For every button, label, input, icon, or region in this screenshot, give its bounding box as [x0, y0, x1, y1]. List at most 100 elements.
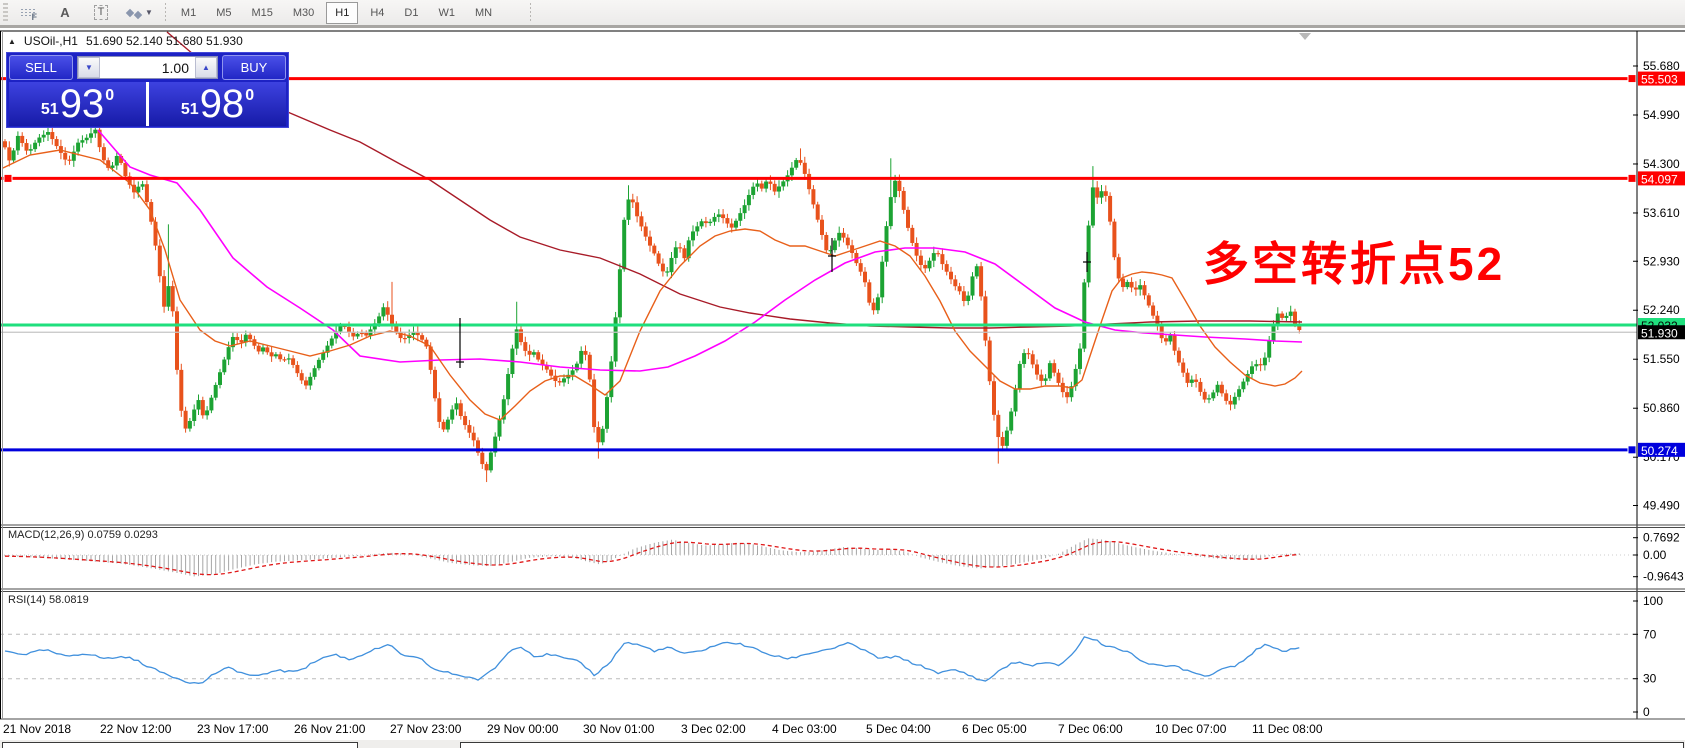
- timeframe-button-M1[interactable]: M1: [180, 6, 197, 19]
- macd-pane: [0, 538, 1637, 577]
- text-label-icon: A: [60, 5, 70, 20]
- pane-borders: [0, 30, 1685, 720]
- bid-price-badge: 51.930: [1641, 326, 1678, 340]
- text-tool-button[interactable]: T: [84, 1, 118, 24]
- date-label: 30 Nov 01:00: [583, 722, 655, 736]
- sell-price-button[interactable]: 51 93 0: [9, 82, 146, 126]
- chevron-down-icon: ▼: [145, 8, 153, 17]
- bottom-strip: [0, 740, 1685, 748]
- timeframe-group: M1 M5 M15 M30 H1 H4 D1 W1 MN: [171, 1, 502, 24]
- date-label: 26 Nov 21:00: [294, 722, 366, 736]
- toolbar-separator: [164, 2, 166, 23]
- docked-window-edge: [460, 742, 1684, 748]
- price-axis: 55.680 54.990 54.300 53.610 52.930 52.240 51.5…: [1633, 31, 1685, 719]
- chart-shift-marker[interactable]: [1299, 33, 1311, 40]
- fibonacci-icon: F: [21, 6, 37, 22]
- volume-input[interactable]: [100, 57, 195, 78]
- rsi-tick-label: 70: [1643, 627, 1657, 641]
- toolbar-grip[interactable]: [3, 2, 8, 23]
- rsi-tick-label: 30: [1643, 672, 1657, 686]
- rsi-tick-label: 100: [1643, 594, 1663, 608]
- ohlc-values: 51.690 52.140 51.680 51.930: [85, 34, 243, 48]
- timeframe-button-M30[interactable]: M30: [292, 6, 315, 19]
- macd-tick-label: 0.7692: [1643, 531, 1680, 545]
- level-lines: [0, 74, 1637, 455]
- rsi-pane: [0, 633, 1637, 684]
- arrow-object-icon: [133, 10, 143, 20]
- price-tick-label: 49.490: [1643, 498, 1680, 512]
- rsi-tick-label: 0: [1643, 705, 1650, 719]
- text-icon: T: [93, 5, 109, 20]
- price-tick-label: 52.930: [1643, 254, 1680, 268]
- volume-increase-button[interactable]: ▲: [195, 57, 217, 78]
- timeframe-button-D1[interactable]: D1: [404, 6, 419, 19]
- fibonacci-tool-button[interactable]: F: [12, 1, 46, 24]
- timeframe-button-H4[interactable]: H4: [370, 6, 385, 19]
- date-label: 22 Nov 12:00: [100, 722, 172, 736]
- date-label: 29 Nov 00:00: [487, 722, 559, 736]
- sell-price-big: 93: [59, 82, 105, 126]
- sell-button[interactable]: SELL: [9, 55, 73, 80]
- docked-window-edge: [2, 742, 358, 748]
- level-badge-50.274: 50.274: [1641, 444, 1678, 458]
- price-tick-label: 53.610: [1643, 206, 1680, 220]
- price-tick-label: 52.240: [1643, 303, 1680, 317]
- toolbar-separator: [530, 2, 532, 23]
- sell-price-prefix: 51: [40, 101, 59, 118]
- date-label: 21 Nov 2018: [3, 722, 71, 736]
- timeframe-button-H1[interactable]: H1: [326, 1, 359, 24]
- candlestick-series: [3, 124, 1302, 483]
- buy-button[interactable]: BUY: [222, 55, 286, 80]
- timeframe-button-M5[interactable]: M5: [216, 6, 232, 19]
- ma-mid: [97, 129, 1303, 372]
- timeframe-button-W1[interactable]: W1: [438, 6, 455, 19]
- date-label: 3 Dec 02:00: [681, 722, 746, 736]
- symbol-title: USOil-,H1: [23, 34, 78, 48]
- buy-price-prefix: 51: [180, 101, 199, 118]
- price-tick-label: 54.300: [1643, 157, 1680, 171]
- date-label: 6 Dec 05:00: [962, 722, 1027, 736]
- volume-decrease-button[interactable]: ▼: [78, 57, 100, 78]
- text-label-tool-button[interactable]: A: [48, 1, 82, 24]
- date-label: 7 Dec 06:00: [1058, 722, 1123, 736]
- rsi-label: RSI(14) 58.0819: [8, 594, 89, 606]
- arrows-tool-button[interactable]: ▼: [120, 1, 159, 24]
- one-click-trading-panel: SELL ▼ ▲ BUY 51 93 0 51 98 0: [6, 52, 289, 128]
- line-handle[interactable]: [3, 173, 13, 183]
- ma-fast: [2, 149, 1303, 421]
- macd-label: MACD(12,26,9) 0.0759 0.0293: [8, 529, 158, 541]
- line-handle[interactable]: [1627, 173, 1637, 183]
- date-label: 5 Dec 04:00: [866, 722, 931, 736]
- volume-stepper: ▼ ▲: [77, 56, 218, 79]
- date-label: 27 Nov 23:00: [390, 722, 462, 736]
- date-label: 4 Dec 03:00: [772, 722, 837, 736]
- chart-annotation-text[interactable]: 多空转折点52: [1203, 238, 1506, 290]
- arrow-object-icon: [125, 8, 135, 17]
- timeframe-button-M15[interactable]: M15: [251, 6, 273, 19]
- price-tick-label: 51.550: [1643, 352, 1680, 366]
- sell-price-sup: 0: [105, 87, 115, 104]
- buy-price-button[interactable]: 51 98 0: [149, 82, 286, 126]
- date-label: 10 Dec 07:00: [1155, 722, 1227, 736]
- line-handle[interactable]: [1627, 74, 1637, 84]
- toolbar: F A T ▼ M1 M5 M15 M30 H1 H4 D1 W1 MN: [0, 0, 1685, 28]
- price-tick-label: 50.860: [1643, 401, 1680, 415]
- crosshair-marks: [456, 238, 1091, 368]
- macd-signal-line: [5, 540, 1300, 576]
- level-badge-54.097: 54.097: [1641, 172, 1678, 186]
- date-label: 11 Dec 08:00: [1252, 722, 1323, 736]
- macd-tick-label: 0.00: [1643, 548, 1667, 562]
- buy-price-sup: 0: [245, 87, 255, 104]
- line-handle[interactable]: [1627, 445, 1637, 455]
- price-tick-label: 55.680: [1643, 59, 1680, 73]
- level-badge-55.503: 55.503: [1641, 73, 1678, 87]
- timeframe-button-MN[interactable]: MN: [474, 6, 493, 19]
- collapse-triangle-icon[interactable]: ▲: [8, 36, 16, 46]
- price-tick-label: 54.990: [1643, 108, 1680, 122]
- date-axis: 21 Nov 2018 22 Nov 12:00 23 Nov 17:00 26 No…: [3, 722, 1323, 736]
- macd-tick-label: -0.9643: [1643, 570, 1684, 584]
- buy-price-big: 98: [199, 82, 245, 126]
- chart-canvas[interactable]: 55.680 54.990 54.300 53.610 52.930 52.240 51.5…: [0, 28, 1685, 748]
